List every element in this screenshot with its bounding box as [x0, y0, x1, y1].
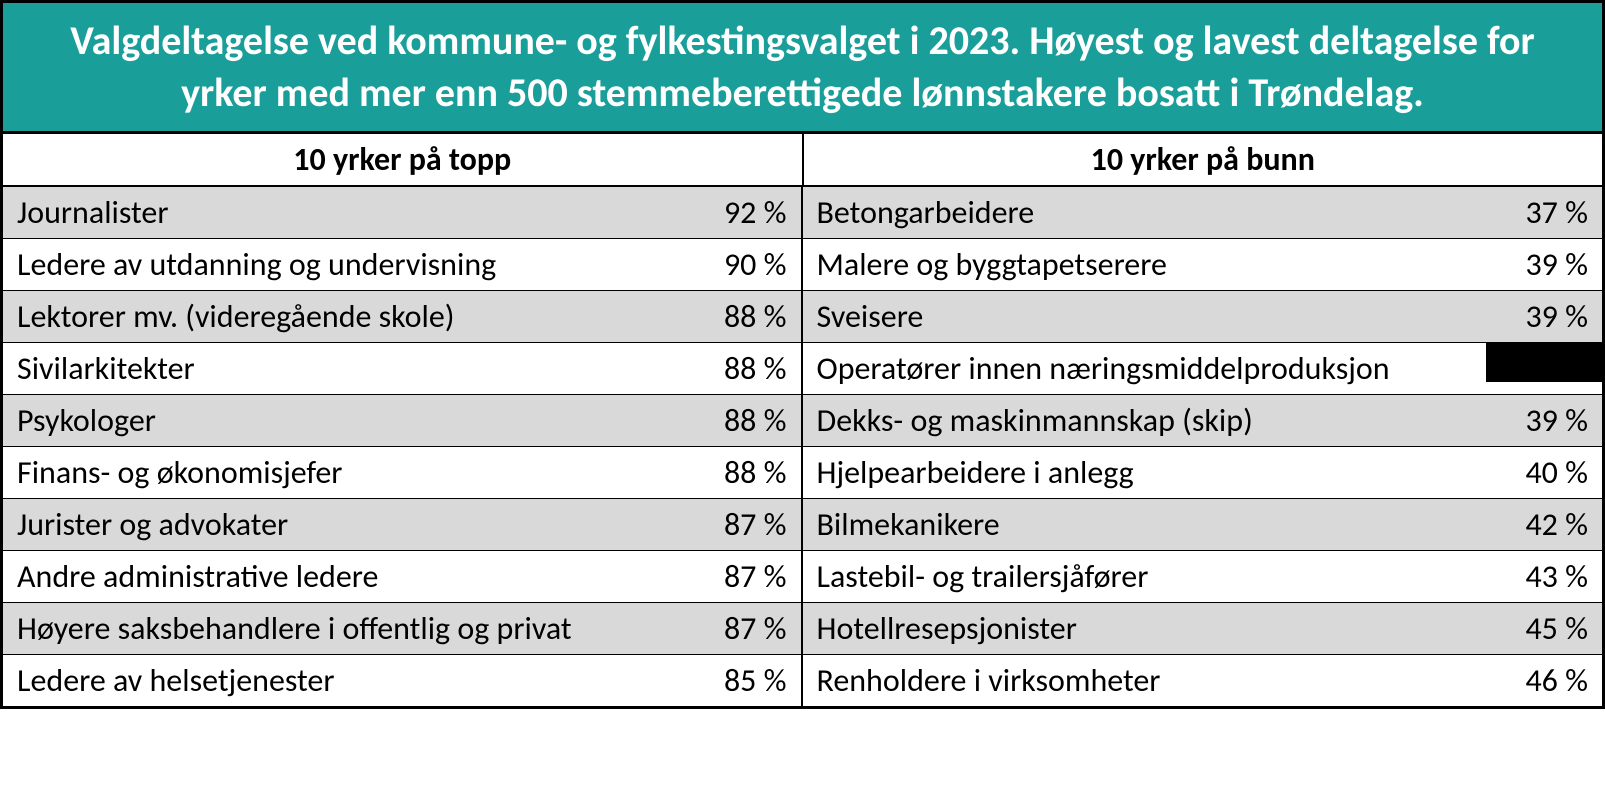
- bottom-occupation-label: Operatører innen næringsmiddelproduksjon: [817, 349, 1390, 388]
- bottom-percentage: 37 %: [1525, 193, 1588, 232]
- table-container: 10 yrker på topp 10 yrker på bunn Journa…: [0, 131, 1605, 709]
- top-percentage: 87 %: [724, 505, 787, 544]
- bottom-cell: Bilmekanikere 42 %: [803, 499, 1603, 551]
- table-row: Ledere av helsetjenester 85 % Renholdere…: [3, 655, 1602, 706]
- table-row: Journalister 92 % Betongarbeidere 37 %: [3, 187, 1602, 239]
- bottom-occupation-label: Betongarbeidere: [817, 193, 1035, 232]
- bottom-cell: Sveisere 39 %: [803, 291, 1603, 343]
- top-occupation-label: Journalister: [17, 193, 168, 232]
- bottom-cell: Malere og byggtapetserere 39 %: [803, 239, 1603, 291]
- top-cell: Psykologer 88 %: [3, 395, 803, 447]
- top-cell: Jurister og advokater 87 %: [3, 499, 803, 551]
- top-occupation-label: Psykologer: [17, 401, 156, 440]
- table-row: Høyere saksbehandlere i offentlig og pri…: [3, 603, 1602, 655]
- bottom-cell: Hotellresepsjonister 45 %: [803, 603, 1603, 655]
- bottom-occupation-label: Lastebil- og trailersjåfører: [817, 557, 1149, 596]
- top-occupation-label: Finans- og økonomisjefer: [17, 453, 342, 492]
- top-percentage: 88 %: [724, 453, 787, 492]
- header-row: 10 yrker på topp 10 yrker på bunn: [3, 131, 1602, 187]
- top-cell: Andre administrative ledere 87 %: [3, 551, 803, 603]
- top-percentage: 90 %: [724, 245, 787, 284]
- top-cell: Høyere saksbehandlere i offentlig og pri…: [3, 603, 803, 655]
- table-row: Lektorer mv. (videregående skole) 88 % S…: [3, 291, 1602, 343]
- bottom-percentage: 45 %: [1525, 609, 1588, 648]
- bottom-percentage: 43 %: [1525, 557, 1588, 596]
- bottom-cell: Dekks- og maskinmannskap (skip) 39 %: [803, 395, 1603, 447]
- table-title: Valgdeltagelse ved kommune- og fylkestin…: [0, 0, 1605, 131]
- bottom-cell: Operatører innen næringsmiddelproduksjon: [803, 343, 1603, 395]
- bottom-occupation-label: Dekks- og maskinmannskap (skip): [817, 401, 1253, 440]
- top-cell: Ledere av utdanning og undervisning 90 %: [3, 239, 803, 291]
- table-row: Psykologer 88 % Dekks- og maskinmannskap…: [3, 395, 1602, 447]
- header-top-occupations: 10 yrker på topp: [3, 134, 804, 185]
- top-cell: Sivilarkitekter 88 %: [3, 343, 803, 395]
- top-cell: Finans- og økonomisjefer 88 %: [3, 447, 803, 499]
- bottom-cell: Hjelpearbeidere i anlegg 40 %: [803, 447, 1603, 499]
- top-percentage: 88 %: [724, 349, 787, 388]
- bottom-cell: Betongarbeidere 37 %: [803, 187, 1603, 239]
- bottom-percentage: 39 %: [1525, 245, 1588, 284]
- bottom-percentage: 42 %: [1525, 505, 1588, 544]
- top-percentage: 88 %: [724, 297, 787, 336]
- bottom-occupation-label: Hotellresepsjonister: [817, 609, 1077, 648]
- bottom-percentage: 39 %: [1525, 401, 1588, 440]
- table-row: Sivilarkitekter 88 % Operatører innen næ…: [3, 343, 1602, 395]
- top-occupation-label: Sivilarkitekter: [17, 349, 195, 388]
- bottom-occupation-label: Hjelpearbeidere i anlegg: [817, 453, 1134, 492]
- bottom-cell: Lastebil- og trailersjåfører 43 %: [803, 551, 1603, 603]
- bottom-occupation-label: Renholdere i virksomheter: [817, 661, 1161, 700]
- bottom-percentage: 40 %: [1525, 453, 1588, 492]
- top-occupation-label: Ledere av utdanning og undervisning: [17, 245, 496, 284]
- table-row: Finans- og økonomisjefer 88 % Hjelpearbe…: [3, 447, 1602, 499]
- bottom-percentage: 46 %: [1525, 661, 1588, 700]
- header-bottom-occupations: 10 yrker på bunn: [804, 134, 1603, 185]
- top-percentage: 92 %: [724, 193, 787, 232]
- top-cell: Journalister 92 %: [3, 187, 803, 239]
- table-row: Andre administrative ledere 87 % Lastebi…: [3, 551, 1602, 603]
- bottom-percentage: 39 %: [1525, 297, 1588, 336]
- bottom-occupation-label: Bilmekanikere: [817, 505, 1000, 544]
- top-cell: Lektorer mv. (videregående skole) 88 %: [3, 291, 803, 343]
- table-row: Jurister og advokater 87 % Bilmekanikere…: [3, 499, 1602, 551]
- top-percentage: 87 %: [724, 557, 787, 596]
- top-occupation-label: Jurister og advokater: [17, 505, 288, 544]
- top-occupation-label: Høyere saksbehandlere i offentlig og pri…: [17, 609, 572, 648]
- redacted-percentage-box: [1486, 343, 1605, 382]
- top-percentage: 88 %: [724, 401, 787, 440]
- top-occupation-label: Andre administrative ledere: [17, 557, 378, 596]
- top-occupation-label: Ledere av helsetjenester: [17, 661, 334, 700]
- table-row: Ledere av utdanning og undervisning 90 %…: [3, 239, 1602, 291]
- top-percentage: 87 %: [724, 609, 787, 648]
- top-occupation-label: Lektorer mv. (videregående skole): [17, 297, 454, 336]
- top-cell: Ledere av helsetjenester 85 %: [3, 655, 803, 706]
- bottom-cell: Renholdere i virksomheter 46 %: [803, 655, 1603, 706]
- top-percentage: 85 %: [724, 661, 787, 700]
- bottom-occupation-label: Sveisere: [817, 297, 924, 336]
- bottom-occupation-label: Malere og byggtapetserere: [817, 245, 1167, 284]
